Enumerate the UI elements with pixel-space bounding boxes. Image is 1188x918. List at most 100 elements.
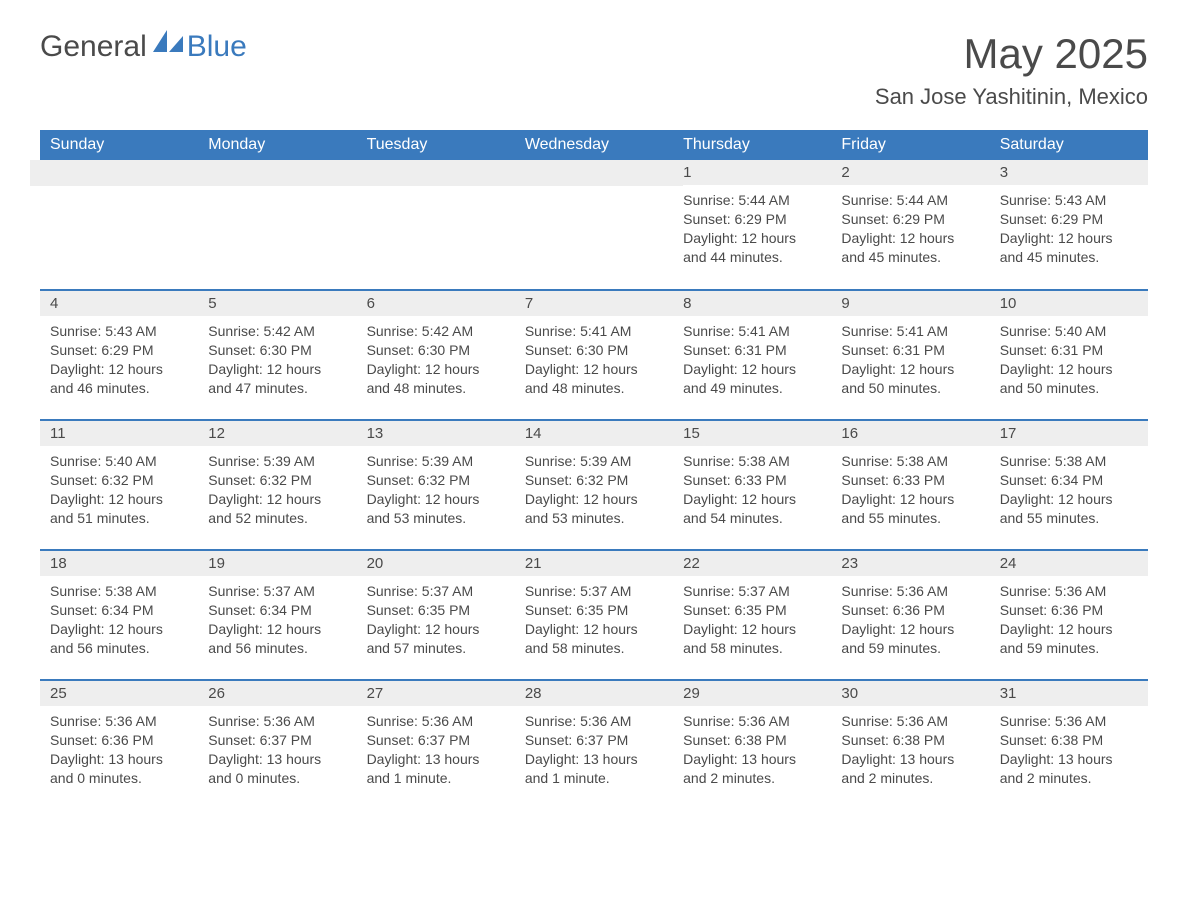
- day-details: Sunrise: 5:41 AMSunset: 6:31 PMDaylight:…: [683, 322, 821, 398]
- day-cell-content: 22Sunrise: 5:37 AMSunset: 6:35 PMDayligh…: [673, 551, 831, 664]
- day-daylight1: Daylight: 12 hours: [683, 620, 821, 639]
- empty-day-header: [505, 160, 683, 186]
- day-daylight2: and 0 minutes.: [50, 769, 188, 788]
- day-sunrise: Sunrise: 5:36 AM: [1000, 712, 1138, 731]
- day-daylight1: Daylight: 12 hours: [208, 490, 346, 509]
- day-daylight1: Daylight: 13 hours: [683, 750, 821, 769]
- day-number: 21: [515, 551, 673, 576]
- day-sunrise: Sunrise: 5:36 AM: [1000, 582, 1138, 601]
- day-number: 5: [198, 291, 356, 316]
- day-cell-content: 15Sunrise: 5:38 AMSunset: 6:33 PMDayligh…: [673, 421, 831, 534]
- day-daylight2: and 51 minutes.: [50, 509, 188, 528]
- calendar-day-cell: 2Sunrise: 5:44 AMSunset: 6:29 PMDaylight…: [831, 160, 989, 290]
- calendar-day-cell: 25Sunrise: 5:36 AMSunset: 6:36 PMDayligh…: [40, 680, 198, 810]
- day-daylight1: Daylight: 12 hours: [1000, 620, 1138, 639]
- day-details: Sunrise: 5:41 AMSunset: 6:31 PMDaylight:…: [841, 322, 979, 398]
- day-daylight2: and 2 minutes.: [841, 769, 979, 788]
- day-daylight1: Daylight: 12 hours: [1000, 360, 1138, 379]
- day-details: Sunrise: 5:37 AMSunset: 6:35 PMDaylight:…: [367, 582, 505, 658]
- day-cell-content: 12Sunrise: 5:39 AMSunset: 6:32 PMDayligh…: [198, 421, 356, 534]
- day-details: Sunrise: 5:36 AMSunset: 6:37 PMDaylight:…: [525, 712, 663, 788]
- day-daylight2: and 45 minutes.: [841, 248, 979, 267]
- day-daylight2: and 55 minutes.: [1000, 509, 1138, 528]
- day-sunset: Sunset: 6:29 PM: [683, 210, 821, 229]
- day-details: Sunrise: 5:37 AMSunset: 6:35 PMDaylight:…: [525, 582, 663, 658]
- day-daylight2: and 58 minutes.: [525, 639, 663, 658]
- day-number: 10: [990, 291, 1148, 316]
- day-sunset: Sunset: 6:38 PM: [683, 731, 821, 750]
- day-details: Sunrise: 5:36 AMSunset: 6:36 PMDaylight:…: [841, 582, 979, 658]
- calendar-day-cell: 9Sunrise: 5:41 AMSunset: 6:31 PMDaylight…: [831, 290, 989, 420]
- day-number: 14: [515, 421, 673, 446]
- day-daylight1: Daylight: 12 hours: [50, 360, 188, 379]
- day-sunrise: Sunrise: 5:41 AM: [525, 322, 663, 341]
- day-number: 6: [357, 291, 515, 316]
- day-sunrise: Sunrise: 5:42 AM: [208, 322, 346, 341]
- day-number: 3: [990, 160, 1148, 185]
- day-daylight1: Daylight: 12 hours: [683, 490, 821, 509]
- day-number: 12: [198, 421, 356, 446]
- day-number: 7: [515, 291, 673, 316]
- calendar-day-cell: 17Sunrise: 5:38 AMSunset: 6:34 PMDayligh…: [990, 420, 1148, 550]
- day-number: 17: [990, 421, 1148, 446]
- day-cell-content: 31Sunrise: 5:36 AMSunset: 6:38 PMDayligh…: [990, 681, 1148, 794]
- day-sunrise: Sunrise: 5:43 AM: [50, 322, 188, 341]
- day-details: Sunrise: 5:44 AMSunset: 6:29 PMDaylight:…: [683, 191, 821, 267]
- day-number: 15: [673, 421, 831, 446]
- day-daylight2: and 50 minutes.: [841, 379, 979, 398]
- header: General Blue May 2025 San Jose Yashitini…: [40, 30, 1148, 110]
- day-number: 22: [673, 551, 831, 576]
- empty-day-header: [188, 160, 366, 186]
- day-sunrise: Sunrise: 5:36 AM: [525, 712, 663, 731]
- day-daylight2: and 2 minutes.: [1000, 769, 1138, 788]
- day-number: 2: [831, 160, 989, 185]
- day-sunset: Sunset: 6:29 PM: [50, 341, 188, 360]
- day-daylight1: Daylight: 12 hours: [683, 229, 821, 248]
- day-sunrise: Sunrise: 5:36 AM: [683, 712, 821, 731]
- day-sunset: Sunset: 6:30 PM: [208, 341, 346, 360]
- day-daylight2: and 56 minutes.: [208, 639, 346, 658]
- calendar-day-cell: 16Sunrise: 5:38 AMSunset: 6:33 PMDayligh…: [831, 420, 989, 550]
- day-cell-content: 14Sunrise: 5:39 AMSunset: 6:32 PMDayligh…: [515, 421, 673, 534]
- day-number: 27: [357, 681, 515, 706]
- day-cell-content: 19Sunrise: 5:37 AMSunset: 6:34 PMDayligh…: [198, 551, 356, 664]
- day-daylight1: Daylight: 12 hours: [1000, 229, 1138, 248]
- calendar-day-cell: 11Sunrise: 5:40 AMSunset: 6:32 PMDayligh…: [40, 420, 198, 550]
- weekday-header: Friday: [831, 130, 989, 160]
- day-daylight2: and 48 minutes.: [525, 379, 663, 398]
- day-sunset: Sunset: 6:31 PM: [841, 341, 979, 360]
- day-sunrise: Sunrise: 5:37 AM: [208, 582, 346, 601]
- day-cell-content: 3 Sunrise: 5:43 AMSunset: 6:29 PMDaylight…: [990, 160, 1148, 273]
- day-daylight2: and 59 minutes.: [1000, 639, 1138, 658]
- day-cell-content: 28Sunrise: 5:36 AMSunset: 6:37 PMDayligh…: [515, 681, 673, 794]
- day-sunset: Sunset: 6:29 PM: [1000, 210, 1138, 229]
- day-sunset: Sunset: 6:34 PM: [50, 601, 188, 620]
- day-details: Sunrise: 5:41 AMSunset: 6:30 PMDaylight:…: [525, 322, 663, 398]
- day-sunset: Sunset: 6:30 PM: [525, 341, 663, 360]
- calendar-day-cell: 20 Sunrise: 5:37 AMSunset: 6:35 PMDayligh…: [357, 550, 515, 680]
- day-number: 26: [198, 681, 356, 706]
- weekday-header: Saturday: [990, 130, 1148, 160]
- day-number: 20: [357, 551, 515, 576]
- day-sunrise: Sunrise: 5:39 AM: [525, 452, 663, 471]
- calendar-week-row: 1Sunrise: 5:44 AMSunset: 6:29 PMDaylight…: [40, 160, 1148, 290]
- day-sunrise: Sunrise: 5:38 AM: [841, 452, 979, 471]
- day-daylight2: and 58 minutes.: [683, 639, 821, 658]
- day-cell-content: 6Sunrise: 5:42 AMSunset: 6:30 PMDaylight…: [357, 291, 515, 404]
- day-sunset: Sunset: 6:29 PM: [841, 210, 979, 229]
- day-daylight2: and 46 minutes.: [50, 379, 188, 398]
- calendar-day-cell: 31Sunrise: 5:36 AMSunset: 6:38 PMDayligh…: [990, 680, 1148, 810]
- day-number: 19: [198, 551, 356, 576]
- day-number: 30: [831, 681, 989, 706]
- day-details: Sunrise: 5:43 AMSunset: 6:29 PMDaylight:…: [1000, 191, 1138, 267]
- day-sunrise: Sunrise: 5:39 AM: [367, 452, 505, 471]
- day-daylight1: Daylight: 12 hours: [50, 490, 188, 509]
- calendar-day-cell: 21 Sunrise: 5:37 AMSunset: 6:35 PMDayligh…: [515, 550, 673, 680]
- day-sunset: Sunset: 6:35 PM: [367, 601, 505, 620]
- title-block: May 2025 San Jose Yashitinin, Mexico: [875, 30, 1148, 110]
- calendar-day-cell: 18Sunrise: 5:38 AMSunset: 6:34 PMDayligh…: [40, 550, 198, 680]
- day-details: Sunrise: 5:36 AMSunset: 6:36 PMDaylight:…: [50, 712, 188, 788]
- day-sunset: Sunset: 6:31 PM: [1000, 341, 1138, 360]
- day-number: 16: [831, 421, 989, 446]
- calendar-week-row: 18Sunrise: 5:38 AMSunset: 6:34 PMDayligh…: [40, 550, 1148, 680]
